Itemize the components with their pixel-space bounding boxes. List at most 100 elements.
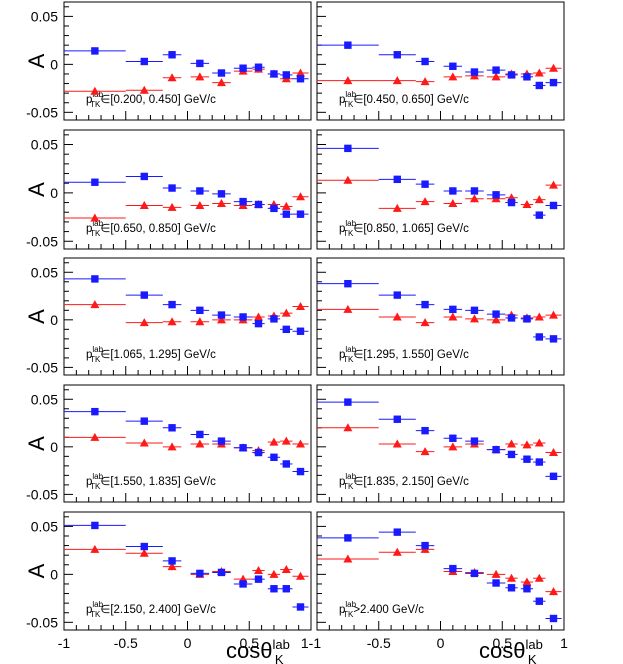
blue-series [64,172,309,218]
blue-square-marker [239,444,247,452]
red-triangle-marker [139,318,149,327]
blue-square-marker [140,57,148,66]
red-triangle-marker [90,544,100,553]
y-axis-title: A [24,182,49,197]
x-axis-title-sub: K [528,652,537,664]
blue-square-marker [296,603,305,611]
panel-label-sub: TK [90,100,101,109]
blue-square-marker [549,78,558,87]
red-triangle-marker [281,201,291,210]
red-triangle-marker [90,432,100,441]
x-tick-label: -0.5 [367,635,391,651]
red-triangle-marker [534,195,544,204]
y-tick-label: 0.05 [31,391,58,407]
blue-square-marker [282,71,290,79]
red-triangle-marker [296,192,306,201]
blue-square-marker [507,71,516,79]
panel-label-sup: lab [345,345,356,354]
blue-square-marker [549,201,558,210]
y-tick-label: 0.05 [31,8,58,24]
panel-label-sup: lab [92,600,103,609]
x-tick-label: 1-1 [301,635,321,651]
panel-label-range: ∈[0.450, 0.650] GeV/c [353,94,469,106]
panel-label: plab TK∈[1.295, 1.550] GeV/c [339,345,469,364]
blue-square-marker [239,580,247,588]
x-axis-title-main: cosθ [479,638,525,663]
blue-square-marker [217,568,226,577]
blue-square-marker [296,210,305,218]
panel-label-prefix: p [86,223,92,235]
red-triangle-marker [296,571,306,580]
panel-10: plab TK>2.400 GeV/c [316,511,565,631]
blue-square-marker [393,415,401,423]
blue-square-marker [91,407,99,416]
red-triangle-marker [522,199,532,208]
red-triangle-marker [269,569,279,578]
panel-label-sub: TK [343,482,354,491]
x-tick-label: 0.5 [493,635,513,651]
red-triangle-marker [491,72,501,81]
blue-series [64,275,309,335]
red-triangle-marker [216,199,226,208]
panel-label-prefix: p [86,94,92,106]
blue-square-marker [270,453,278,461]
red-triangle-marker [491,569,501,578]
blue-square-marker [140,542,148,551]
y-axis-title: A [24,309,49,324]
blue-square-marker [270,204,278,213]
panel-label-sub: TK [90,610,101,619]
red-triangle-marker [420,318,430,327]
red-triangle-marker [195,317,205,326]
blue-square-marker [270,315,278,323]
blue-square-marker [168,184,176,192]
red-triangle-marker [534,438,544,447]
blue-square-marker [140,417,148,425]
panel-label-sup: lab [92,345,103,354]
blue-square-marker [492,310,500,318]
blue-series [317,41,562,90]
red-triangle-marker [139,548,149,557]
red-triangle-marker [343,175,353,184]
y-axis-title: A [24,436,49,451]
red-triangle-marker [469,314,479,323]
y-axis-title: A [24,563,49,578]
blue-square-marker [217,437,226,445]
blue-square-marker [421,426,429,435]
blue-square-marker [254,63,263,71]
blue-series [64,47,309,83]
blue-square-marker [282,325,290,334]
y-tick-label: -0.05 [26,233,58,249]
blue-square-marker [196,187,204,195]
panel-label-range: ∈[0.200, 0.450] GeV/c [100,94,216,106]
red-triangle-marker [534,68,544,77]
red-triangle-marker [167,317,177,326]
blue-square-marker [549,472,558,481]
blue-square-marker [344,534,352,542]
blue-square-marker [421,57,429,66]
y-tick-label: 0 [50,439,58,455]
panel-label-prefix: p [86,604,92,616]
blue-square-marker [168,51,176,59]
blue-square-marker [344,398,352,406]
red-triangle-marker [534,573,544,582]
red-triangle-marker [281,308,291,317]
x-axis-title-sub: K [275,652,284,664]
blue-square-marker [449,434,457,442]
red-triangle-marker [392,312,402,321]
blue-square-marker [296,327,305,335]
red-triangle-marker [90,300,100,309]
panel-label-sup: lab [92,472,103,481]
red-series [64,544,309,583]
panel-7: -0.05 0 0.05 plab TK∈[1.550, 1.835] GeV/c A [24,384,312,503]
panel-3: -0.05 0 0.05 plab TK∈[0.650, 0.850] GeV/c A [24,129,312,250]
blue-series [317,144,562,219]
blue-square-marker [168,300,176,309]
red-triangle-marker [392,76,402,85]
blue-series [64,521,309,611]
red-triangle-marker [139,438,149,447]
blue-series [317,528,562,623]
y-tick-label: 0 [50,185,58,201]
blue-square-marker [523,315,531,323]
